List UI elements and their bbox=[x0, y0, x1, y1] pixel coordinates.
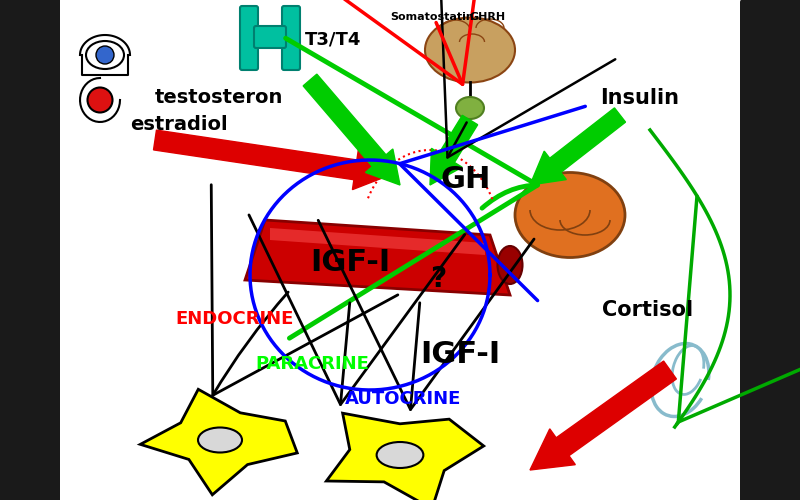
Ellipse shape bbox=[87, 88, 113, 112]
Polygon shape bbox=[270, 228, 485, 255]
Text: AUTOCRINE: AUTOCRINE bbox=[345, 390, 462, 408]
FancyArrowPatch shape bbox=[211, 184, 398, 396]
Polygon shape bbox=[530, 361, 676, 470]
FancyBboxPatch shape bbox=[254, 26, 286, 48]
Polygon shape bbox=[140, 390, 298, 495]
Ellipse shape bbox=[96, 46, 114, 64]
FancyArrowPatch shape bbox=[286, 38, 538, 338]
FancyArrowPatch shape bbox=[278, 0, 494, 84]
FancyBboxPatch shape bbox=[240, 6, 258, 70]
Text: T3/T4: T3/T4 bbox=[305, 30, 362, 48]
FancyArrowPatch shape bbox=[440, 0, 615, 158]
FancyBboxPatch shape bbox=[282, 6, 300, 70]
Text: IGF-I: IGF-I bbox=[310, 248, 390, 277]
Polygon shape bbox=[245, 220, 510, 295]
Polygon shape bbox=[154, 130, 390, 190]
Ellipse shape bbox=[198, 428, 242, 452]
Ellipse shape bbox=[456, 97, 484, 119]
Polygon shape bbox=[530, 108, 626, 185]
Text: PARACRINE: PARACRINE bbox=[255, 355, 369, 373]
Polygon shape bbox=[326, 413, 484, 500]
Ellipse shape bbox=[86, 41, 124, 69]
Polygon shape bbox=[303, 74, 400, 185]
Text: testosteron: testosteron bbox=[155, 88, 283, 107]
Ellipse shape bbox=[377, 442, 423, 468]
Text: IGF-I: IGF-I bbox=[420, 340, 500, 369]
Bar bbox=[60, 0, 740, 500]
Text: ENDOCRINE: ENDOCRINE bbox=[175, 310, 294, 328]
Ellipse shape bbox=[425, 18, 515, 82]
Ellipse shape bbox=[515, 172, 625, 258]
FancyArrowPatch shape bbox=[249, 215, 465, 404]
Text: estradiol: estradiol bbox=[130, 115, 228, 134]
Text: Insulin: Insulin bbox=[600, 88, 679, 108]
FancyArrowPatch shape bbox=[399, 106, 586, 300]
Text: ?: ? bbox=[430, 265, 446, 293]
FancyArrowPatch shape bbox=[318, 220, 534, 410]
FancyArrowPatch shape bbox=[677, 196, 800, 424]
Text: Cortisol: Cortisol bbox=[602, 300, 693, 320]
Polygon shape bbox=[430, 116, 478, 185]
Ellipse shape bbox=[498, 246, 522, 284]
Text: GHRH: GHRH bbox=[470, 12, 506, 22]
Text: GH: GH bbox=[440, 165, 490, 194]
Text: Somatostatin: Somatostatin bbox=[390, 12, 474, 22]
